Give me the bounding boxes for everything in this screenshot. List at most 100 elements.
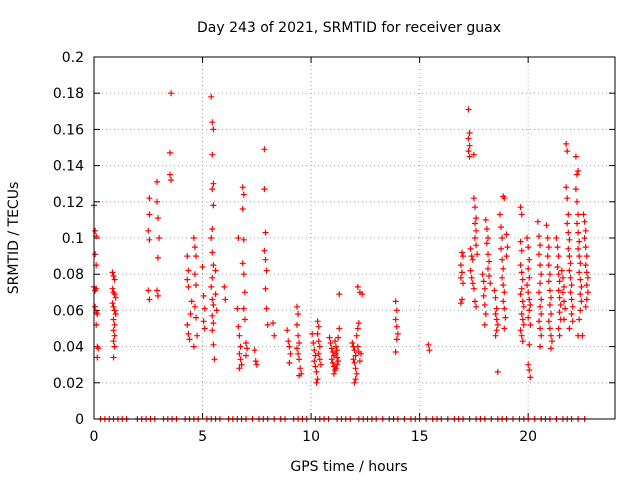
data-point	[333, 350, 339, 357]
data-point	[209, 274, 216, 281]
data-point	[457, 300, 464, 307]
data-point	[239, 184, 246, 191]
data-point	[526, 274, 533, 281]
data-point	[262, 256, 269, 263]
data-point	[354, 325, 361, 332]
y-tick-label: 0.06	[53, 303, 84, 319]
data-point	[554, 264, 561, 270]
data-point	[271, 332, 278, 339]
data-point	[354, 283, 361, 290]
data-point	[561, 283, 567, 290]
data-point	[239, 260, 246, 267]
y-axis-label: SRMTID / TECUs	[6, 182, 22, 295]
data-point	[538, 296, 545, 303]
data-point	[208, 93, 215, 100]
data-point	[525, 361, 532, 368]
data-point	[111, 291, 118, 298]
data-point	[566, 267, 573, 274]
data-point	[209, 226, 216, 232]
data-point	[336, 325, 343, 332]
data-point	[327, 340, 334, 346]
data-point	[526, 341, 533, 348]
data-point	[557, 302, 564, 308]
data-point	[191, 244, 198, 251]
data-point	[188, 298, 195, 305]
data-point	[518, 211, 525, 218]
data-point	[481, 321, 488, 328]
data-point	[469, 256, 476, 263]
data-point	[582, 303, 589, 310]
data-point	[296, 372, 303, 379]
data-point	[465, 135, 472, 142]
data-point	[526, 307, 533, 314]
data-point	[184, 321, 191, 328]
data-point	[212, 267, 219, 274]
data-point	[481, 302, 488, 308]
data-point	[519, 338, 526, 345]
data-point	[581, 218, 588, 225]
data-point	[581, 235, 588, 241]
data-point	[111, 307, 118, 314]
data-point	[467, 245, 474, 252]
data-point	[485, 235, 491, 241]
data-point	[240, 305, 247, 312]
data-point	[536, 233, 542, 240]
y-tick-label: 0.16	[53, 122, 84, 138]
data-point	[155, 292, 161, 299]
data-point	[544, 235, 551, 241]
data-point	[566, 236, 573, 243]
y-tick-label: 0.08	[53, 267, 84, 283]
data-point	[564, 195, 571, 202]
data-point	[525, 314, 532, 321]
data-point	[537, 262, 544, 269]
data-point	[485, 251, 491, 258]
data-point	[518, 332, 525, 339]
data-point	[262, 285, 269, 292]
data-point	[190, 235, 197, 241]
data-point	[336, 291, 343, 298]
data-point	[284, 327, 291, 334]
data-point	[199, 264, 206, 270]
data-point	[185, 283, 192, 290]
data-point	[353, 332, 360, 339]
data-point	[501, 195, 508, 202]
data-point	[525, 244, 532, 251]
data-point	[574, 220, 580, 227]
data-point	[210, 126, 217, 133]
data-point	[155, 254, 161, 261]
data-point	[287, 350, 294, 357]
data-point	[556, 309, 563, 316]
data-point	[270, 320, 277, 327]
data-point	[329, 359, 336, 366]
data-point	[186, 336, 193, 343]
data-point	[393, 336, 400, 343]
data-point	[285, 338, 292, 345]
data-point	[577, 307, 584, 314]
data-point	[537, 303, 544, 310]
data-point	[208, 283, 215, 290]
data-point	[555, 325, 562, 332]
data-point	[566, 325, 573, 332]
data-point	[483, 226, 490, 232]
data-point	[569, 303, 576, 310]
data-point	[393, 323, 400, 330]
data-point	[549, 338, 555, 345]
data-point	[481, 285, 488, 292]
data-point	[519, 316, 526, 323]
data-point	[534, 218, 541, 225]
data-point	[236, 365, 243, 372]
data-point	[527, 321, 534, 328]
data-point	[394, 330, 401, 337]
data-point	[568, 311, 575, 317]
data-point	[548, 311, 554, 317]
data-point	[577, 260, 584, 267]
data-point	[578, 298, 585, 305]
data-point	[568, 282, 575, 289]
data-point	[239, 206, 246, 212]
data-point	[565, 211, 572, 218]
data-point	[575, 168, 582, 174]
data-point	[470, 285, 477, 292]
data-point	[518, 247, 525, 254]
data-point	[545, 244, 552, 251]
data-point	[556, 278, 563, 285]
